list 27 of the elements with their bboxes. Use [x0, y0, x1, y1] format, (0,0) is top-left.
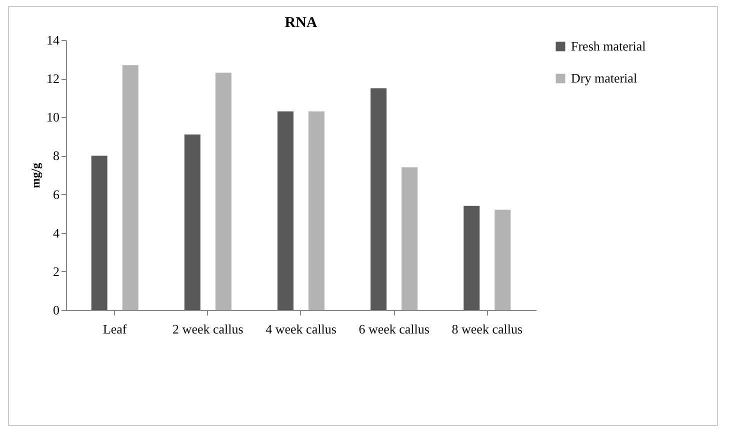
legend-label: Dry material	[571, 70, 638, 86]
x-tick-label: 4 week callus	[266, 322, 336, 336]
y-tick-label: 14	[46, 32, 60, 48]
bar	[494, 210, 511, 310]
bar	[308, 111, 325, 310]
x-tick-label: 8 week callus	[452, 322, 523, 336]
legend-label: Fresh material	[571, 38, 646, 54]
bar	[370, 88, 387, 310]
y-tick-label: 8	[53, 148, 60, 164]
bar	[464, 206, 480, 310]
y-tick-label: 10	[46, 110, 60, 125]
x-tick-label: Leaf	[102, 322, 128, 336]
bar	[402, 167, 418, 310]
x-tick-label: 2 week callus	[172, 322, 244, 336]
y-axis-title: mg/g	[28, 162, 42, 188]
y-tick-label: 6	[53, 186, 60, 202]
bar	[184, 134, 200, 310]
y-tick-label: 4	[53, 225, 60, 240]
y-tick-label: 2	[53, 264, 60, 279]
y-tick-label: 0	[53, 302, 60, 318]
bar	[91, 156, 108, 310]
x-tick-label: 6 week callus	[358, 322, 430, 336]
bar	[122, 65, 138, 310]
bar	[277, 111, 294, 310]
chart-title: RNA	[284, 15, 318, 31]
bar	[215, 72, 232, 310]
y-tick-label: 12	[46, 71, 60, 86]
